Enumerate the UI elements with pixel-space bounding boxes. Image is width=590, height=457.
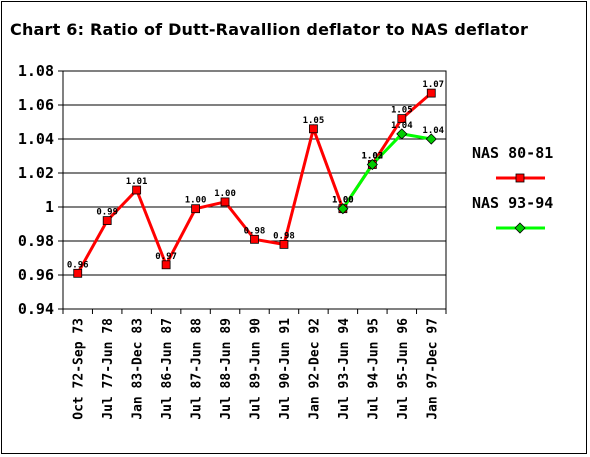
data-label: 1.00 — [185, 196, 207, 206]
x-tick-label: Jul 94-Jun 95 — [366, 318, 381, 420]
data-point — [250, 234, 259, 244]
data-point — [309, 124, 318, 134]
data-label: 0.98 — [244, 226, 266, 236]
data-point — [191, 204, 200, 214]
data-label: 1.04 — [391, 121, 413, 131]
data-point — [366, 158, 378, 171]
data-point — [102, 216, 112, 226]
data-label: 1.02 — [362, 152, 384, 162]
data-label: 1.03 — [362, 152, 384, 162]
x-tick-label: Jul 87-Jun 88 — [190, 318, 205, 420]
data-label: 1.07 — [422, 80, 444, 90]
y-tick-label: 1.04 — [18, 130, 54, 148]
legend-label: NAS 80-81 — [472, 144, 553, 162]
data-label: 1.00 — [332, 196, 354, 206]
legend-marker — [514, 222, 526, 234]
data-point — [73, 268, 83, 278]
plot-area — [62, 70, 447, 310]
x-tick-label: Jul 93-Jun 94 — [337, 318, 352, 420]
x-tick-label: Oct 72-Sep 73 — [72, 318, 87, 420]
data-label: 0.96 — [67, 260, 89, 270]
data-label: 0.98 — [273, 231, 295, 241]
data-label: 1.01 — [126, 177, 148, 187]
x-tick-label: Jan 92-Dec 92 — [307, 318, 322, 420]
data-point — [396, 128, 408, 140]
x-tick-label: Jul 88-Jun 89 — [219, 318, 234, 420]
data-point — [220, 197, 230, 207]
y-tick-label: 1.08 — [18, 62, 54, 80]
series-line — [341, 132, 432, 210]
data-label: 1.04 — [422, 126, 444, 136]
legend-marker — [515, 173, 525, 183]
legend-label: NAS 93-94 — [472, 194, 553, 212]
y-tick-label: 0.96 — [18, 266, 54, 284]
chart-title: Chart 6: Ratio of Dutt-Ravallion deflato… — [10, 20, 529, 39]
y-tick-label: 1.02 — [18, 164, 54, 182]
x-tick-label: Jan 97-Dec 97 — [425, 318, 440, 420]
y-tick-label: 1.06 — [18, 96, 54, 114]
data-label: 1.00 — [332, 196, 354, 206]
data-label: 1.05 — [303, 116, 325, 126]
x-tick-label: Jul 77-Jun 78 — [101, 318, 116, 420]
data-label: 0.97 — [155, 252, 177, 262]
x-tick-label: Jul 95-Jun 96 — [396, 318, 411, 420]
data-point — [397, 114, 407, 123]
y-tick-label: 0.94 — [18, 300, 54, 318]
y-tick-label: 1 — [45, 198, 54, 216]
data-point — [161, 260, 171, 270]
data-point — [337, 203, 349, 215]
data-label: 1.05 — [391, 106, 413, 116]
data-point — [425, 133, 437, 145]
data-label: 1.00 — [214, 189, 236, 199]
data-point — [279, 239, 289, 249]
data-label: 0.99 — [96, 208, 118, 218]
x-tick-label: Jan 83-Dec 83 — [131, 318, 146, 420]
y-tick-label: 0.98 — [18, 232, 54, 250]
x-tick-label: Jul 90-Jun 91 — [278, 318, 293, 420]
x-tick-label: Jul 89-Jun 90 — [249, 318, 264, 420]
x-tick-label: Jul 86-Jun 87 — [160, 318, 175, 420]
data-point — [132, 185, 142, 195]
data-point — [426, 88, 436, 98]
